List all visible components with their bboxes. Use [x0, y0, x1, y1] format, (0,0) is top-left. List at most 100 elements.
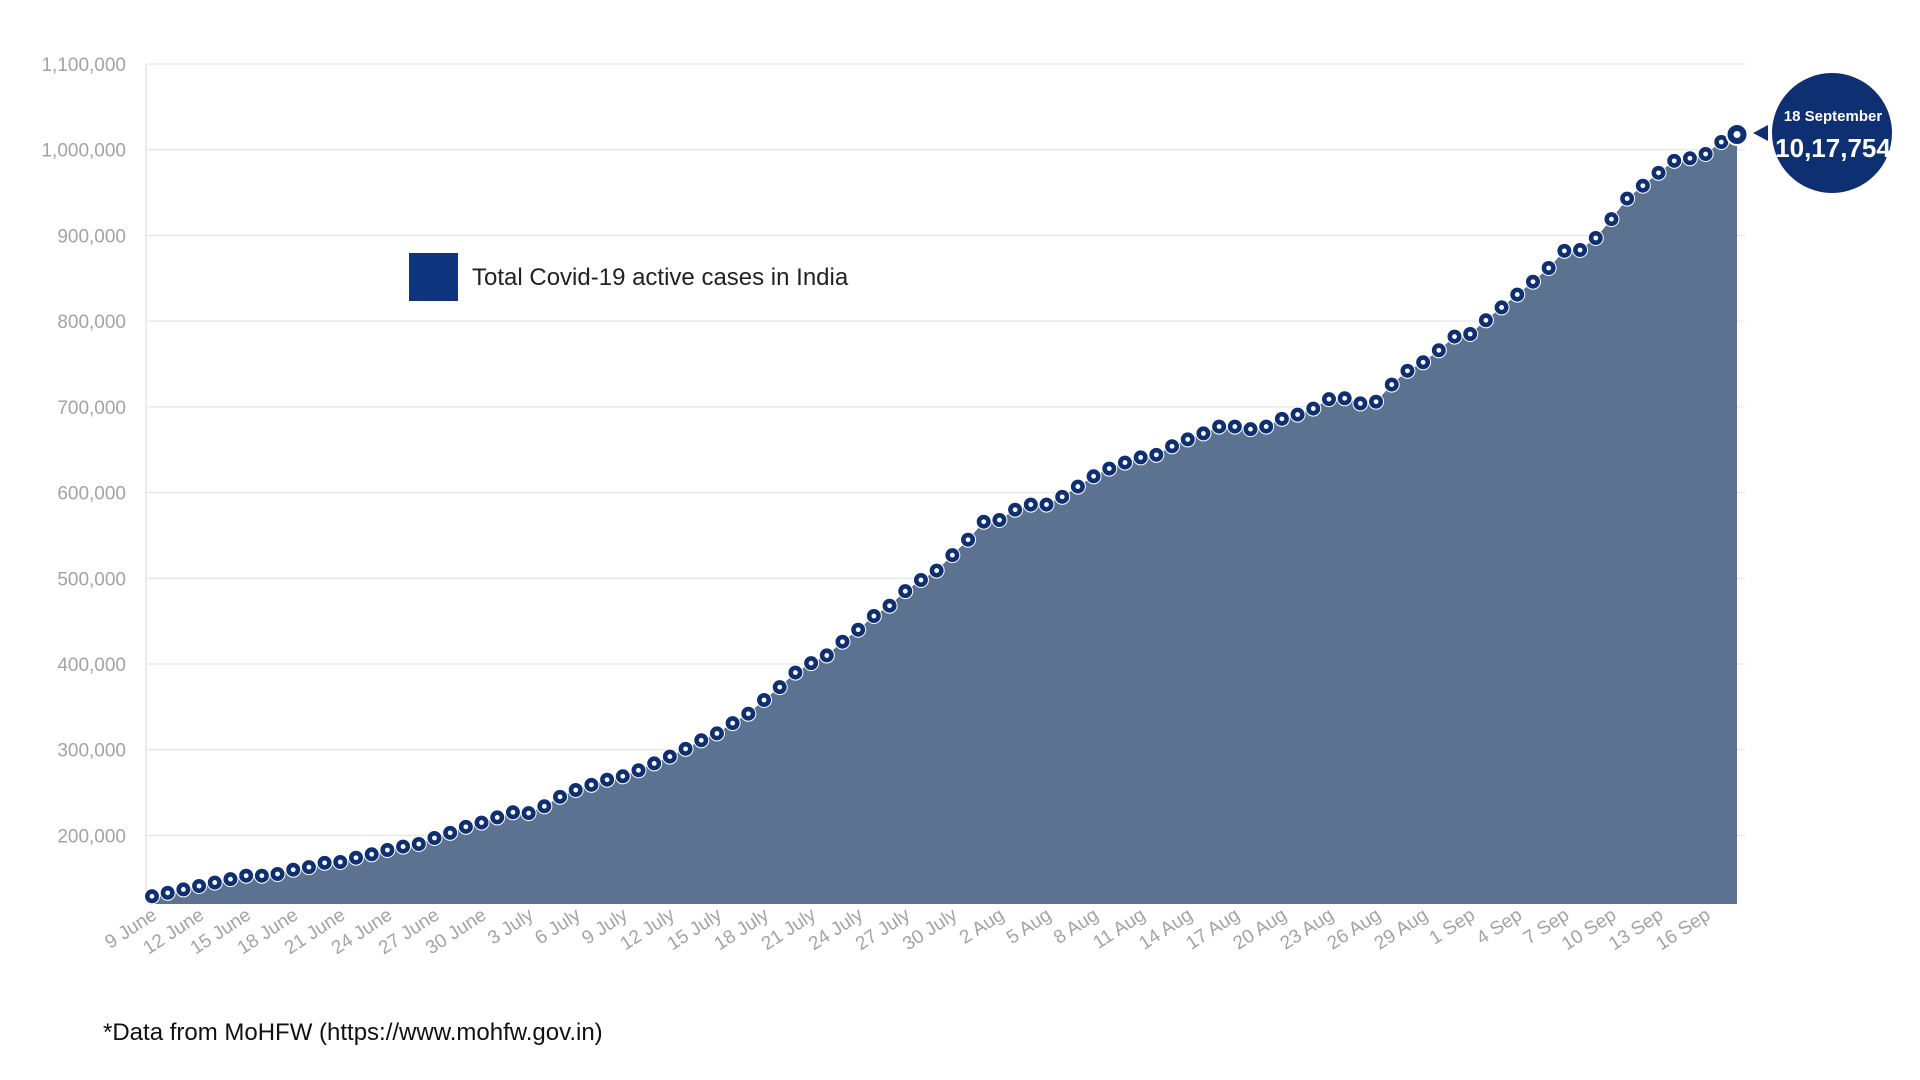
data-point	[1681, 150, 1698, 167]
data-point	[599, 771, 616, 788]
data-point	[724, 715, 741, 732]
data-point	[1524, 273, 1541, 290]
x-tick-label: 14 Aug	[1135, 905, 1196, 955]
data-point	[693, 732, 710, 749]
data-point	[1462, 326, 1479, 342]
footnote: *Data from MoHFW (https://www.mohfw.gov.…	[103, 1019, 603, 1046]
data-point	[1195, 425, 1212, 442]
data-point	[1650, 164, 1667, 181]
data-point	[332, 854, 349, 870]
area-fill	[152, 134, 1737, 904]
data-point	[740, 705, 757, 722]
data-point	[1179, 431, 1196, 448]
data-point	[1493, 299, 1510, 316]
x-tick-label: 16 Sep	[1652, 905, 1714, 955]
data-point	[1713, 134, 1730, 150]
y-tick-label: 800,000	[57, 312, 126, 333]
data-point	[960, 531, 977, 548]
callout-pointer	[1753, 125, 1768, 141]
data-point	[818, 647, 835, 664]
data-point	[1022, 496, 1039, 513]
data-point	[756, 692, 773, 708]
x-tick-label: 3 July	[484, 904, 537, 949]
data-point	[175, 881, 192, 898]
data-point	[1069, 478, 1086, 495]
data-point	[771, 679, 788, 696]
data-point	[1619, 190, 1636, 207]
data-point	[850, 621, 867, 638]
data-point	[457, 818, 474, 835]
data-point	[803, 655, 820, 672]
data-point	[1148, 446, 1165, 463]
data-point	[379, 842, 396, 858]
data-point	[1101, 460, 1118, 477]
data-point	[316, 854, 333, 871]
y-axis-tick-labels: 200,000 300,000 400,000 500,000 600,000 700,0…	[41, 55, 126, 847]
y-tick-label: 700,000	[57, 398, 126, 419]
data-point	[1446, 328, 1463, 345]
x-tick-label: 1 Sep	[1426, 905, 1479, 950]
data-point	[1132, 449, 1149, 466]
data-point	[834, 633, 851, 650]
data-point-markers	[144, 122, 1749, 905]
data-point	[1415, 354, 1432, 371]
data-point	[944, 547, 961, 564]
y-tick-label: 500,000	[57, 569, 126, 590]
x-tick-label: 26 Aug	[1324, 905, 1385, 955]
data-point	[865, 608, 882, 624]
data-point	[1320, 391, 1337, 408]
data-point	[1697, 146, 1714, 162]
data-point	[1007, 501, 1024, 518]
data-point	[567, 782, 584, 798]
data-point	[536, 798, 553, 815]
data-point	[1509, 286, 1526, 303]
data-point	[1211, 418, 1228, 435]
data-point	[1477, 312, 1494, 329]
data-point	[269, 866, 286, 882]
data-point	[1305, 400, 1322, 417]
data-point	[159, 884, 176, 901]
callout-value: 10,17,754	[1775, 133, 1891, 163]
data-point	[1430, 342, 1447, 359]
data-point	[928, 562, 945, 579]
x-tick-label: 30 July	[899, 904, 961, 955]
data-point	[238, 867, 255, 884]
data-point	[552, 788, 569, 805]
data-point	[300, 859, 317, 876]
data-point	[1587, 230, 1604, 246]
data-point	[206, 874, 223, 891]
data-point	[473, 814, 490, 831]
data-point	[1336, 390, 1353, 407]
data-point	[1634, 177, 1651, 194]
x-tick-label: 17 Aug	[1182, 905, 1243, 955]
y-tick-label: 1,000,000	[41, 141, 126, 162]
data-point	[1258, 418, 1275, 435]
data-point	[489, 809, 506, 826]
data-point	[661, 748, 678, 765]
data-point	[677, 740, 694, 757]
data-point	[881, 597, 898, 614]
grid-lines	[146, 63, 1745, 837]
legend-swatch	[409, 253, 458, 301]
data-point	[1556, 242, 1573, 259]
data-point	[1666, 152, 1683, 169]
data-point	[395, 838, 412, 855]
data-point	[285, 861, 302, 878]
legend: Total Covid-19 active cases in India	[409, 253, 849, 301]
data-point	[646, 755, 663, 772]
data-point	[1289, 406, 1306, 423]
x-tick-label: 6 July	[531, 904, 584, 949]
data-point	[630, 762, 647, 779]
data-point	[1038, 496, 1055, 513]
data-point	[410, 836, 427, 852]
data-point	[222, 871, 239, 888]
data-point	[897, 583, 914, 600]
data-point	[1273, 410, 1290, 427]
data-point	[144, 888, 160, 905]
x-tick-label: 4 Sep	[1473, 905, 1526, 950]
data-point	[1572, 242, 1589, 258]
data-point	[708, 725, 725, 742]
